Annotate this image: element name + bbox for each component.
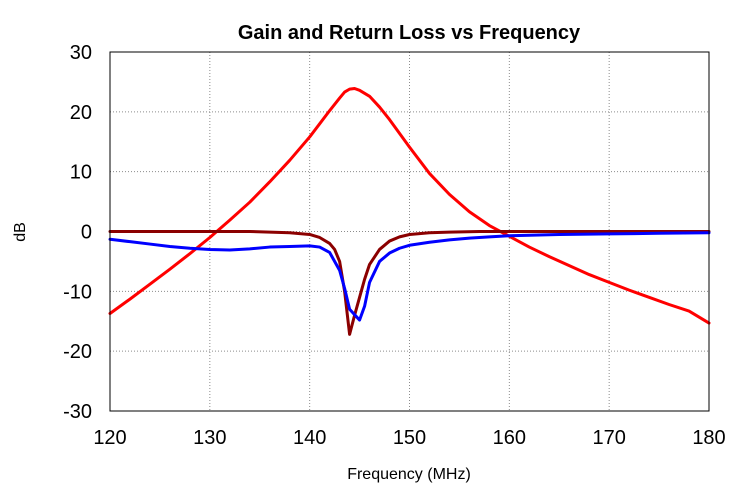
y-tick-label: -20: [63, 341, 92, 363]
y-tick-label: -30: [63, 401, 92, 423]
y-tick-label: -10: [63, 281, 92, 303]
x-tick-label: 130: [193, 427, 226, 449]
series-lines: [108, 87, 711, 336]
chart-title: Gain and Return Loss vs Frequency: [238, 22, 581, 44]
x-axis-label: Frequency (MHz): [347, 466, 471, 483]
x-tick-label: 170: [592, 427, 625, 449]
plot-frame: [109, 51, 710, 412]
y-tick-label: 20: [70, 102, 92, 124]
series-line-3: [108, 231, 711, 322]
series-line-1: [108, 87, 711, 325]
y-tick-label: 30: [70, 42, 92, 64]
x-tick-label: 160: [493, 427, 526, 449]
y-tick-labels: -30 -20 -10 0 10 20 30: [63, 42, 92, 423]
x-tick-label: 150: [393, 427, 426, 449]
x-tick-labels: 120 130 140 150 160 170 180: [93, 427, 725, 449]
x-tick-label: 140: [293, 427, 326, 449]
y-axis-label: dB: [12, 222, 29, 242]
y-tick-label: 10: [70, 162, 92, 184]
x-tick-label: 120: [93, 427, 126, 449]
x-tick-label: 180: [692, 427, 725, 449]
y-tick-label: 0: [81, 222, 92, 244]
